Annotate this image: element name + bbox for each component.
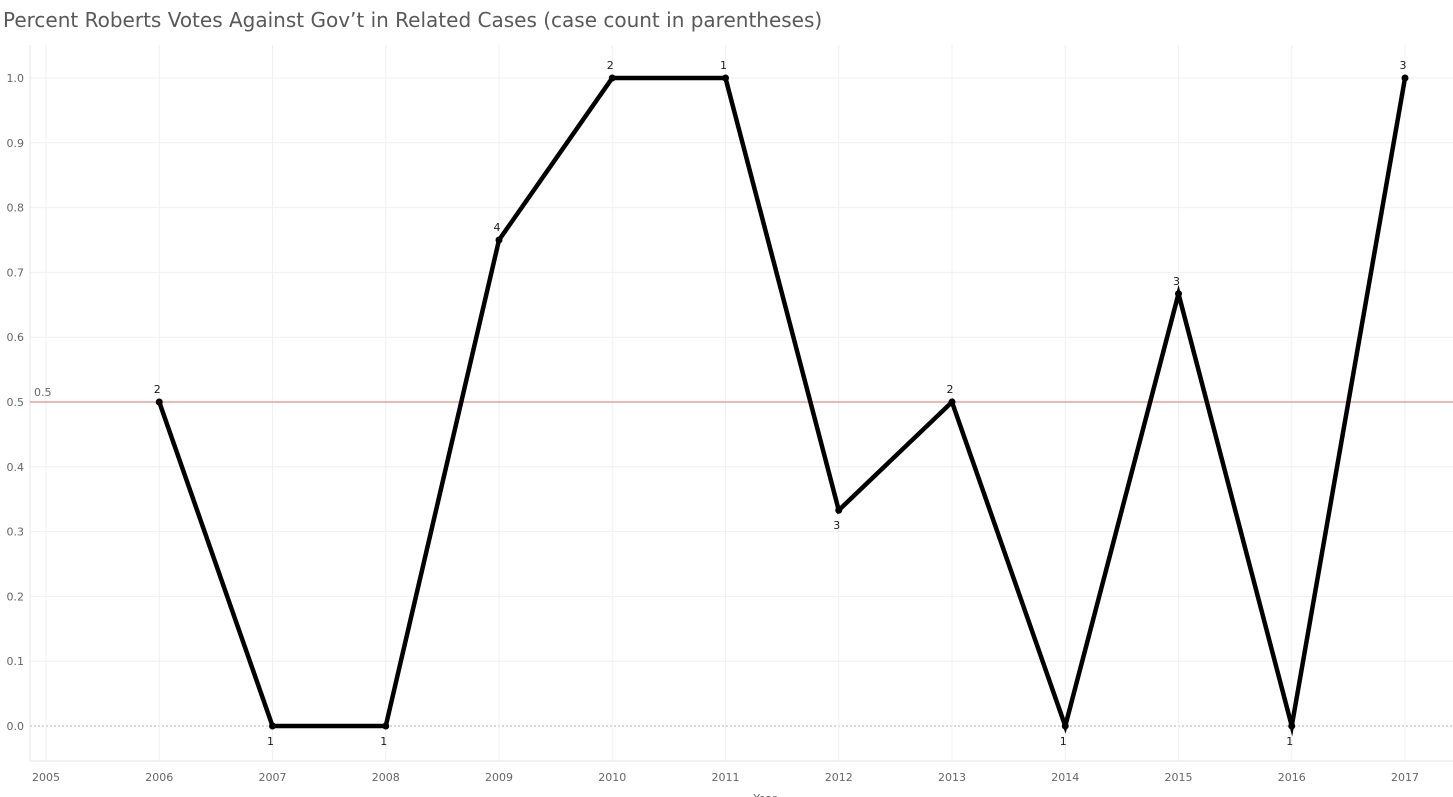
data-point[interactable] bbox=[1401, 74, 1409, 82]
x-tick-label: 2014 bbox=[1051, 771, 1079, 784]
data-label: 2 bbox=[947, 383, 954, 396]
data-point[interactable] bbox=[269, 722, 276, 730]
reference-line-group: 0.5 bbox=[30, 386, 1453, 403]
y-tick-label: 0.4 bbox=[7, 461, 25, 474]
data-label: 2 bbox=[607, 59, 614, 72]
x-axis-title: Year bbox=[752, 792, 777, 797]
y-tick-label: 0.9 bbox=[7, 137, 25, 150]
x-tick-label: 2013 bbox=[938, 771, 966, 784]
x-axis: 2005 2006 2007 2008 2009 2010 2011 2012 2013 2014… bbox=[32, 771, 1419, 797]
x-tick-label: 2010 bbox=[598, 771, 626, 784]
data-point[interactable] bbox=[1288, 722, 1296, 730]
data-points bbox=[155, 74, 1409, 730]
data-point[interactable] bbox=[1061, 722, 1069, 730]
reference-line-label: 0.5 bbox=[34, 386, 52, 399]
data-point[interactable] bbox=[722, 74, 729, 82]
data-point[interactable] bbox=[835, 506, 843, 514]
y-tick-label: 0.3 bbox=[7, 526, 25, 539]
data-label: 3 bbox=[833, 519, 840, 532]
x-tick-label: 2008 bbox=[372, 771, 400, 784]
gridlines bbox=[29, 45, 1453, 762]
data-point[interactable] bbox=[1175, 290, 1182, 298]
data-label: 1 bbox=[267, 735, 274, 748]
y-tick-label: 0.6 bbox=[7, 331, 25, 344]
data-point[interactable] bbox=[608, 74, 616, 82]
series-line bbox=[157, 75, 1408, 737]
data-point[interactable] bbox=[382, 722, 390, 730]
data-label: 1 bbox=[1286, 735, 1293, 748]
data-label: 1 bbox=[720, 59, 727, 72]
y-tick-label: 0.5 bbox=[7, 396, 25, 409]
x-tick-label: 2006 bbox=[145, 771, 173, 784]
x-tick-label: 2017 bbox=[1391, 771, 1419, 784]
x-tick-label: 2016 bbox=[1278, 771, 1306, 784]
data-point[interactable] bbox=[495, 236, 503, 244]
x-tick-label: 2005 bbox=[32, 771, 60, 784]
data-label: 3 bbox=[1173, 275, 1180, 288]
data-label: 4 bbox=[494, 221, 501, 234]
data-labels: 2 1 1 4 2 1 3 2 1 3 1 3 bbox=[154, 59, 1407, 748]
data-label: 2 bbox=[154, 383, 161, 396]
y-tick-label: 0.1 bbox=[7, 655, 25, 668]
chart-title: Percent Roberts Votes Against Gov’t in R… bbox=[3, 8, 823, 32]
x-tick-label: 2007 bbox=[259, 771, 287, 784]
y-tick-label: 0.0 bbox=[7, 720, 25, 733]
x-tick-label: 2011 bbox=[712, 771, 740, 784]
y-axis: 0.0 0.1 0.2 0.3 0.4 0.5 0.6 0.7 0.8 0.9 1.0 bbox=[7, 72, 25, 733]
y-tick-label: 1.0 bbox=[7, 72, 25, 85]
y-tick-label: 0.7 bbox=[7, 266, 25, 279]
data-label: 1 bbox=[380, 735, 387, 748]
x-tick-label: 2012 bbox=[825, 771, 853, 784]
y-tick-label: 0.8 bbox=[7, 202, 25, 215]
series-polyline bbox=[157, 75, 1408, 737]
data-point[interactable] bbox=[948, 398, 956, 406]
x-tick-label: 2015 bbox=[1165, 771, 1193, 784]
data-label: 3 bbox=[1400, 59, 1407, 72]
data-point[interactable] bbox=[155, 398, 163, 406]
x-tick-label: 2009 bbox=[485, 771, 513, 784]
y-tick-label: 0.2 bbox=[7, 590, 25, 603]
data-label: 1 bbox=[1060, 735, 1067, 748]
